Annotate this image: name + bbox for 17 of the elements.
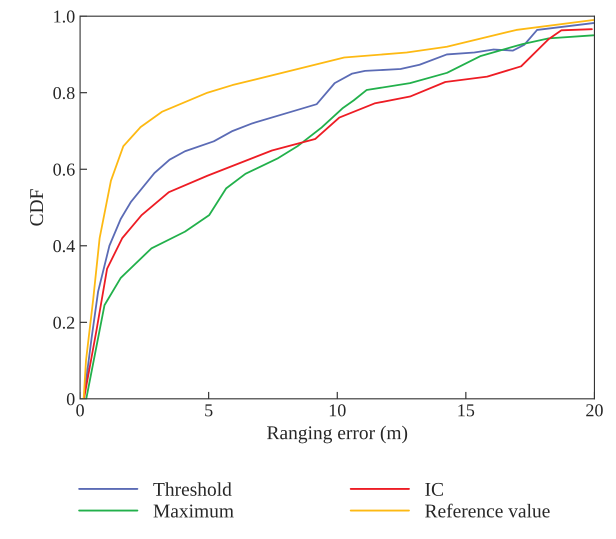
x-tick-label: 10 xyxy=(330,404,346,416)
x-tick-label: 0 xyxy=(76,404,84,416)
y-tick-label: 0.8 xyxy=(53,86,75,100)
y-axis-title: CDF xyxy=(30,189,44,226)
legend-label: Threshold xyxy=(153,482,232,496)
x-tick-label: 20 xyxy=(586,404,603,416)
y-tick-label: 0.4 xyxy=(53,240,75,252)
y-tick-label: 0 xyxy=(66,393,75,406)
x-axis-title: Ranging error (m) xyxy=(267,426,408,444)
y-tick-label: 0.6 xyxy=(53,164,75,176)
y-tick-label: 0.2 xyxy=(53,316,74,329)
x-tick-label: 5 xyxy=(205,404,212,416)
legend-label: Maximum xyxy=(154,504,234,518)
legend-label: IC xyxy=(425,482,443,496)
x-tick-label: 15 xyxy=(458,404,474,416)
legend-label: Reference value xyxy=(425,504,550,518)
y-tick-label: 1.0 xyxy=(54,10,75,23)
